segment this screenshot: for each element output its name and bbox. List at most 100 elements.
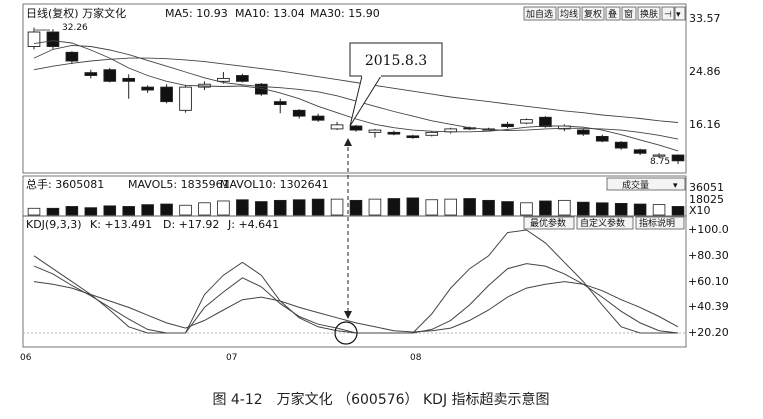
low-value-label: 8.75 (650, 157, 670, 167)
kdj-header-j: J: +4.641 (227, 218, 279, 231)
kdj-tick-40: +40.39 (688, 300, 729, 313)
candle (633, 148, 647, 156)
kdj-header-d: D: +17.92 (163, 218, 219, 231)
candle-body (254, 83, 268, 95)
candle (311, 113, 325, 122)
candle-body (539, 116, 552, 128)
volume-bar (179, 204, 192, 216)
kdj-tick-80: +80.30 (688, 249, 729, 262)
kdj-header-name: KDJ(9,3,3) (26, 218, 82, 231)
candle (576, 128, 590, 136)
volume-bar (198, 202, 211, 216)
kdj-line-d (33, 281, 679, 333)
candle (141, 85, 154, 93)
indicator-select[interactable] (606, 177, 686, 191)
pin-button[interactable] (661, 6, 675, 21)
candle-body (387, 131, 401, 135)
window-label: 窗 (624, 8, 633, 20)
volume-bar (349, 199, 363, 216)
volume-header-total: 总手: 3605081 (26, 177, 104, 191)
optimal-params-button[interactable] (523, 216, 575, 230)
price-header-title: 日线(复权) 万家文化 (26, 6, 126, 20)
candle (27, 27, 41, 50)
menu-button[interactable] (674, 6, 686, 21)
candle-body (614, 141, 628, 149)
candle-body (368, 129, 382, 133)
skin-button[interactable] (637, 6, 661, 21)
volume-bar (27, 207, 41, 216)
kdj-tick-20: +20.20 (688, 326, 729, 339)
candle (368, 128, 382, 138)
candle-body (576, 129, 590, 135)
volume-bar (501, 201, 514, 216)
kdj-tick-60: +60.10 (688, 275, 729, 288)
candle (103, 67, 117, 83)
x-tick-07: 07 (226, 353, 237, 363)
chevron-down-icon: ▾ (676, 10, 681, 20)
kdj-line-j (33, 229, 678, 334)
ma-label: 均线 (560, 8, 578, 20)
custom-params-button[interactable] (576, 216, 634, 230)
candle-body (595, 135, 609, 142)
price-header-ma5: MA5: 10.93 (165, 7, 228, 20)
volume-bar (406, 197, 420, 216)
add-watchlist-button[interactable] (523, 6, 557, 21)
candle (292, 109, 306, 119)
candle-body (406, 135, 420, 139)
indicator-help-label: 指标说明 (639, 217, 675, 229)
candle-body (141, 86, 154, 91)
figure-caption: 图 4-12 万家文化 （600576） KDJ 指标超卖示意图 (212, 391, 549, 408)
kdj-lines (33, 229, 679, 334)
candle (84, 69, 98, 79)
candle (406, 134, 420, 139)
price-panel-frame (22, 3, 687, 174)
candle-body (236, 75, 249, 82)
candle (671, 154, 685, 164)
candle (179, 84, 192, 113)
candle (595, 134, 609, 143)
x-tick-08: 08 (410, 353, 422, 363)
volume-bar (444, 198, 457, 216)
price-panel: 日线(复权) 万家文化 MA5: 10.93 MA10: 13.04 MA30:… (22, 3, 721, 174)
volume-bar (292, 199, 306, 216)
guide-arrow-down-icon (344, 311, 352, 319)
candle-body (292, 109, 306, 117)
indicator-help-button[interactable] (635, 216, 685, 230)
overlay-button[interactable] (605, 6, 621, 21)
custom-params-label: 自定义参数 (580, 217, 625, 229)
candle (652, 153, 666, 158)
candle-body (103, 69, 117, 82)
volume-bar (577, 201, 590, 216)
ma-button[interactable] (557, 6, 581, 21)
overlay-label: 叠 (608, 9, 617, 20)
price-header-ma30: MA30: 15.90 (310, 7, 380, 20)
volume-tick-high: 36051 (689, 181, 724, 194)
candle (65, 51, 79, 64)
guide-arrow-up-icon (344, 138, 352, 146)
candle (236, 73, 249, 83)
chevron-down-icon: ▾ (673, 181, 678, 191)
volume-bar (368, 198, 382, 216)
candle (254, 83, 268, 96)
candle-body (160, 86, 173, 103)
candle (46, 29, 60, 49)
window-button[interactable] (621, 6, 637, 21)
volume-panel: 总手: 3605081 MAVOL5: 1835961 MAVOL10: 130… (22, 175, 724, 217)
candle-body (46, 31, 60, 47)
adjust-button[interactable] (581, 6, 605, 21)
volume-bar (122, 206, 135, 216)
candle (614, 141, 628, 150)
volume-bar (425, 199, 439, 216)
candle-body (217, 77, 230, 82)
candle (349, 124, 363, 132)
kdj-tick-100: +100.0 (688, 223, 729, 236)
volume-bar (255, 201, 268, 216)
price-header-ma10: MA10: 13.04 (235, 7, 305, 20)
candle (387, 130, 401, 136)
volume-bar (387, 198, 401, 216)
volume-header-mavol5: MAVOL5: 1835961 (128, 178, 230, 191)
volume-bar (46, 207, 60, 216)
volume-bar (671, 206, 685, 216)
volume-bar (558, 199, 571, 216)
